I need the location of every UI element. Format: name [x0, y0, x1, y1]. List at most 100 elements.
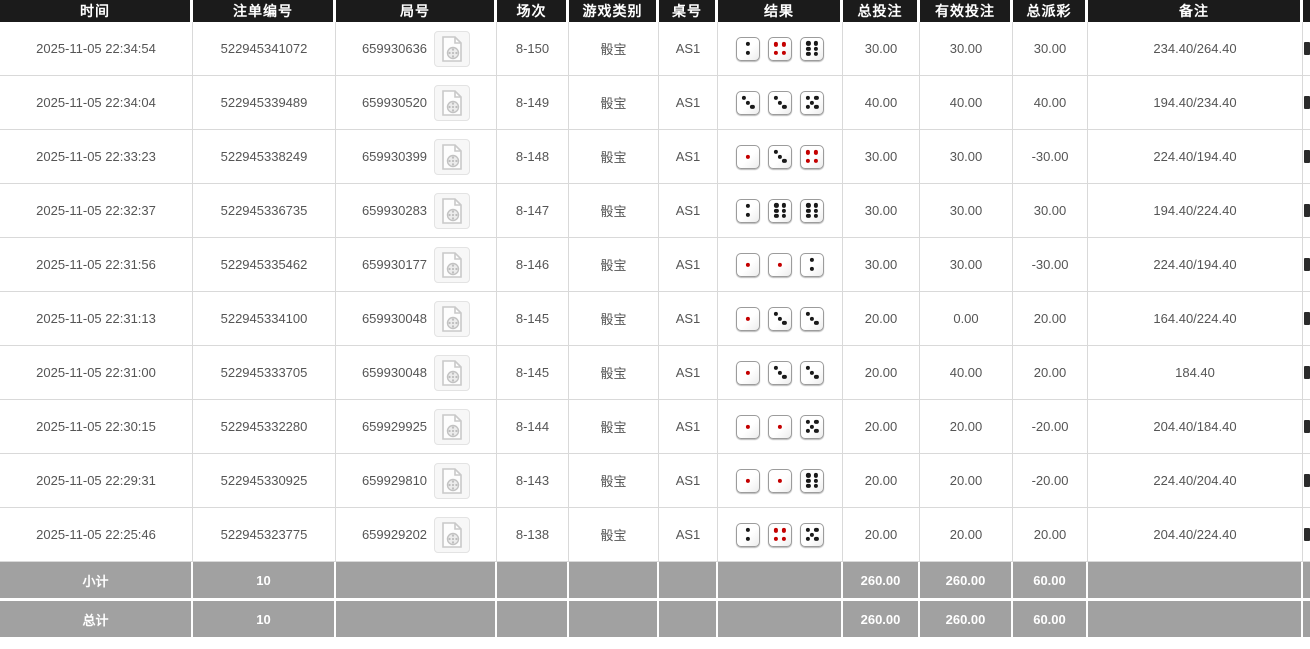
- game-type-cell: 骰宝: [569, 400, 659, 454]
- time-cell: 2025-11-05 22:31:13: [0, 292, 193, 346]
- video-replay-icon: [441, 413, 463, 440]
- time-cell: 2025-11-05 22:32:37: [0, 184, 193, 238]
- round-number: 659930048: [361, 311, 428, 326]
- round-number: 659930177: [361, 257, 428, 272]
- table-footer: 小计 10 260.00 260.00 60.00 总计 10 260.00 260.00 60.…: [0, 562, 1310, 637]
- total-bet-link[interactable]: 20.00: [843, 346, 920, 400]
- video-replay-button[interactable]: [434, 408, 471, 445]
- cutoff-element: [1304, 42, 1310, 55]
- die-1-icon: [768, 414, 792, 439]
- session-cell: 8-147: [497, 184, 569, 238]
- total-bet-link[interactable]: 30.00: [843, 130, 920, 184]
- total-bet-link[interactable]: 20.00: [843, 400, 920, 454]
- die-6-icon: [800, 36, 824, 61]
- total-bet-link[interactable]: 30.00: [843, 238, 920, 292]
- round-cell: 659929202: [336, 508, 497, 562]
- remark-cell: 164.40/224.40: [1088, 292, 1303, 346]
- result-dice-cell: [718, 346, 843, 400]
- table-no-cell: AS1: [659, 22, 718, 76]
- table-header-row: 时间 注单编号 局号 场次 游戏类别 桌号 结果 总投注 有效投注 总派彩 备注: [0, 0, 1310, 22]
- table-body: 2025-11-05 22:34:54 522945341072 659930636…: [0, 22, 1310, 562]
- footer-valid-bet: 260.00: [920, 562, 1013, 598]
- video-replay-button[interactable]: [434, 462, 471, 499]
- video-replay-button[interactable]: [434, 246, 471, 283]
- cutoff-element: [1304, 420, 1310, 433]
- payout-cell: -20.00: [1013, 400, 1088, 454]
- footer-payout: 60.00: [1013, 562, 1088, 598]
- total-bet-link[interactable]: 20.00: [843, 292, 920, 346]
- round-number: 659930520: [361, 95, 428, 110]
- session-cell: 8-145: [497, 346, 569, 400]
- bet-id-cell: 522945330925: [193, 454, 336, 508]
- remark-cell: 204.40/184.40: [1088, 400, 1303, 454]
- video-replay-button[interactable]: [434, 192, 471, 229]
- remark-cell: 224.40/194.40: [1088, 130, 1303, 184]
- round-cell: 659929925: [336, 400, 497, 454]
- die-4-icon: [800, 144, 824, 169]
- valid-bet-cell: 20.00: [920, 454, 1013, 508]
- footer-count: 10: [193, 562, 336, 598]
- column-header-time: 时间: [0, 0, 193, 22]
- footer-cutoff: [1303, 562, 1310, 598]
- game-type-cell: 骰宝: [569, 346, 659, 400]
- die-1-icon: [736, 306, 760, 331]
- video-replay-icon: [441, 305, 463, 332]
- die-6-icon: [800, 198, 824, 223]
- footer-label: 总计: [0, 601, 193, 637]
- row-cutoff: [1303, 22, 1310, 76]
- video-replay-button[interactable]: [434, 84, 471, 121]
- time-cell: 2025-11-05 22:31:56: [0, 238, 193, 292]
- column-header-game_type: 游戏类别: [569, 0, 659, 22]
- bet-id-cell: 522945336735: [193, 184, 336, 238]
- game-type-cell: 骰宝: [569, 184, 659, 238]
- table-row: 2025-11-05 22:34:04 522945339489 659930520…: [0, 76, 1310, 130]
- round-number: 659930283: [361, 203, 428, 218]
- video-replay-button[interactable]: [434, 30, 471, 67]
- video-replay-button[interactable]: [434, 138, 471, 175]
- die-1-icon: [736, 360, 760, 385]
- row-cutoff: [1303, 454, 1310, 508]
- round-number: 659929202: [361, 527, 428, 542]
- video-replay-button[interactable]: [434, 516, 471, 553]
- total-bet-link[interactable]: 40.00: [843, 76, 920, 130]
- game-type-cell: 骰宝: [569, 238, 659, 292]
- cutoff-element: [1304, 150, 1310, 163]
- total-bet-link[interactable]: 20.00: [843, 454, 920, 508]
- bet-id-cell: 522945334100: [193, 292, 336, 346]
- footer-payout: 60.00: [1013, 601, 1088, 637]
- video-replay-icon: [441, 35, 463, 62]
- result-dice-cell: [718, 76, 843, 130]
- table-no-cell: AS1: [659, 184, 718, 238]
- round-number: 659930636: [361, 41, 428, 56]
- total-bet-link[interactable]: 30.00: [843, 184, 920, 238]
- cutoff-element: [1304, 474, 1310, 487]
- cutoff-element: [1304, 258, 1310, 271]
- total-bet-link[interactable]: 20.00: [843, 508, 920, 562]
- cutoff-element: [1304, 528, 1310, 541]
- table-row: 2025-11-05 22:34:54 522945341072 659930636…: [0, 22, 1310, 76]
- die-1-icon: [768, 468, 792, 493]
- total-bet-link[interactable]: 30.00: [843, 22, 920, 76]
- payout-cell: -30.00: [1013, 130, 1088, 184]
- remark-cell: 204.40/224.40: [1088, 508, 1303, 562]
- time-cell: 2025-11-05 22:30:15: [0, 400, 193, 454]
- result-dice-cell: [718, 238, 843, 292]
- remark-cell: 234.40/264.40: [1088, 22, 1303, 76]
- game-type-cell: 骰宝: [569, 76, 659, 130]
- valid-bet-cell: 0.00: [920, 292, 1013, 346]
- valid-bet-cell: 30.00: [920, 184, 1013, 238]
- table-row: 2025-11-05 22:29:31 522945330925 659929810…: [0, 454, 1310, 508]
- row-cutoff: [1303, 238, 1310, 292]
- column-header-payout: 总派彩: [1013, 0, 1088, 22]
- die-1-icon: [736, 468, 760, 493]
- table-no-cell: AS1: [659, 454, 718, 508]
- video-replay-button[interactable]: [434, 300, 471, 337]
- video-replay-button[interactable]: [434, 354, 471, 391]
- result-dice-cell: [718, 292, 843, 346]
- row-cutoff: [1303, 508, 1310, 562]
- header-cutoff: [1303, 0, 1310, 22]
- result-dice-cell: [718, 22, 843, 76]
- column-header-total_bet: 总投注: [843, 0, 920, 22]
- footer-label: 小计: [0, 562, 193, 598]
